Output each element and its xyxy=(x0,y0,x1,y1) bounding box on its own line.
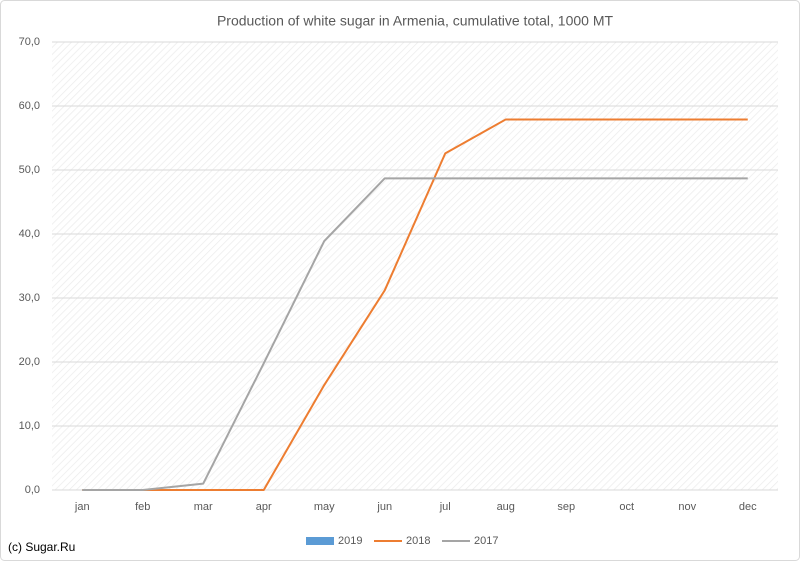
y-tick-label: 50,0 xyxy=(19,164,40,176)
y-tick-label: 60,0 xyxy=(19,100,40,112)
y-tick-label: 0,0 xyxy=(25,484,40,496)
series-line xyxy=(82,177,748,491)
x-tick-label: apr xyxy=(256,501,272,513)
x-tick-label: dec xyxy=(739,501,757,513)
x-tick-label: aug xyxy=(497,501,515,513)
footnote: (c) Sugar.Ru xyxy=(8,540,75,554)
x-tick-label: nov xyxy=(678,501,696,513)
plot-background xyxy=(52,42,778,490)
chart-title: Production of white sugar in Armenia, cu… xyxy=(217,13,614,29)
legend-label: 2017 xyxy=(474,535,498,547)
x-tick-label: jul xyxy=(439,501,451,513)
x-tick-label: may xyxy=(314,501,335,513)
x-tick-label: sep xyxy=(557,501,575,513)
x-tick-label: jan xyxy=(74,501,90,513)
y-tick-label: 30,0 xyxy=(19,292,40,304)
y-tick-label: 20,0 xyxy=(19,356,40,368)
x-tick-label: feb xyxy=(135,501,150,513)
x-tick-label: mar xyxy=(194,501,213,513)
legend-label: 2019 xyxy=(338,535,362,547)
y-tick-label: 70,0 xyxy=(19,36,40,48)
y-tick-label: 40,0 xyxy=(19,228,40,240)
series-line xyxy=(82,118,748,491)
x-tick-label: oct xyxy=(619,501,634,513)
legend-label: 2018 xyxy=(406,535,430,547)
x-tick-label: jun xyxy=(376,501,392,513)
y-tick-label: 10,0 xyxy=(19,420,40,432)
legend-swatch xyxy=(306,537,334,545)
